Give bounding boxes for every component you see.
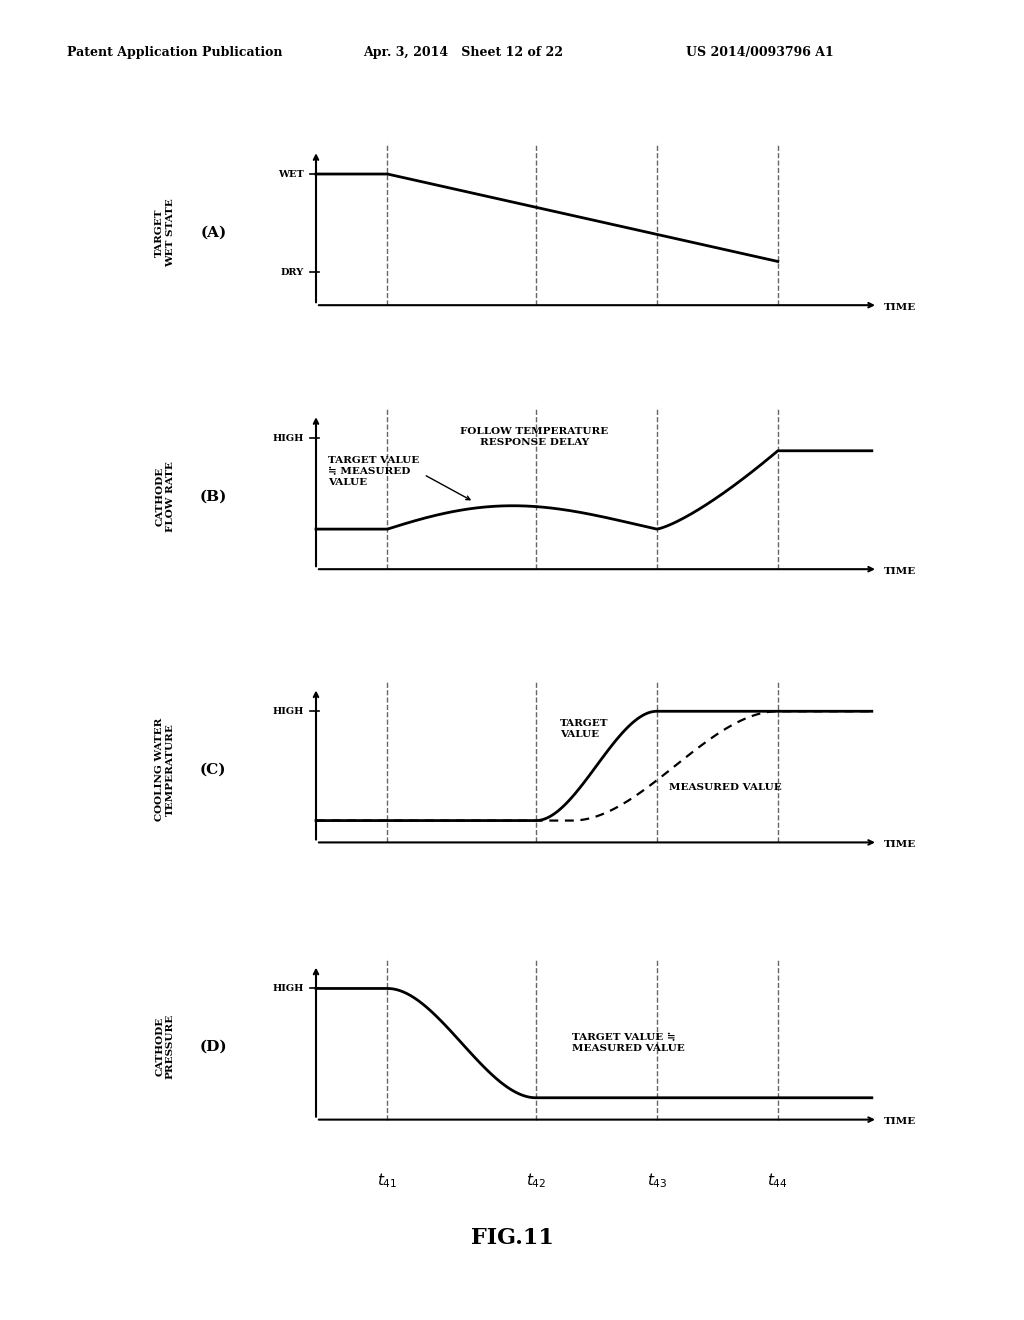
Text: FIG.11: FIG.11 xyxy=(471,1228,553,1249)
Text: Patent Application Publication: Patent Application Publication xyxy=(67,46,282,59)
Text: TARGET
WET STATE: TARGET WET STATE xyxy=(156,198,175,267)
Text: CATHODE
FLOW RATE: CATHODE FLOW RATE xyxy=(156,461,175,532)
Text: TIME: TIME xyxy=(884,1117,916,1126)
Text: $t_{43}$: $t_{43}$ xyxy=(646,1171,668,1189)
Text: TARGET VALUE ≒
MEASURED VALUE: TARGET VALUE ≒ MEASURED VALUE xyxy=(572,1034,685,1053)
Text: HIGH: HIGH xyxy=(272,706,304,715)
Text: TIME: TIME xyxy=(884,566,916,576)
Text: HIGH: HIGH xyxy=(272,433,304,442)
Text: FOLLOW TEMPERATURE
RESPONSE DELAY: FOLLOW TEMPERATURE RESPONSE DELAY xyxy=(460,428,608,447)
Text: HIGH: HIGH xyxy=(272,983,304,993)
Text: (C): (C) xyxy=(200,763,226,776)
Text: $t_{44}$: $t_{44}$ xyxy=(767,1171,788,1189)
Text: (D): (D) xyxy=(200,1040,227,1053)
Text: DRY: DRY xyxy=(281,268,304,277)
Text: TARGET VALUE
≒ MEASURED
VALUE: TARGET VALUE ≒ MEASURED VALUE xyxy=(328,457,420,487)
Text: Apr. 3, 2014   Sheet 12 of 22: Apr. 3, 2014 Sheet 12 of 22 xyxy=(364,46,563,59)
Text: $t_{42}$: $t_{42}$ xyxy=(525,1171,546,1189)
Text: (B): (B) xyxy=(200,490,227,503)
Text: MEASURED VALUE: MEASURED VALUE xyxy=(669,783,781,792)
Text: TARGET
VALUE: TARGET VALUE xyxy=(560,718,608,739)
Text: WET: WET xyxy=(279,169,304,178)
Text: $t_{41}$: $t_{41}$ xyxy=(377,1171,397,1189)
Text: COOLING WATER
TEMPERATURE: COOLING WATER TEMPERATURE xyxy=(156,718,175,821)
Text: TIME: TIME xyxy=(884,302,916,312)
Text: US 2014/0093796 A1: US 2014/0093796 A1 xyxy=(686,46,834,59)
Text: (A): (A) xyxy=(200,226,226,239)
Text: TIME: TIME xyxy=(884,840,916,849)
Text: CATHODE
PRESSURE: CATHODE PRESSURE xyxy=(156,1014,175,1080)
